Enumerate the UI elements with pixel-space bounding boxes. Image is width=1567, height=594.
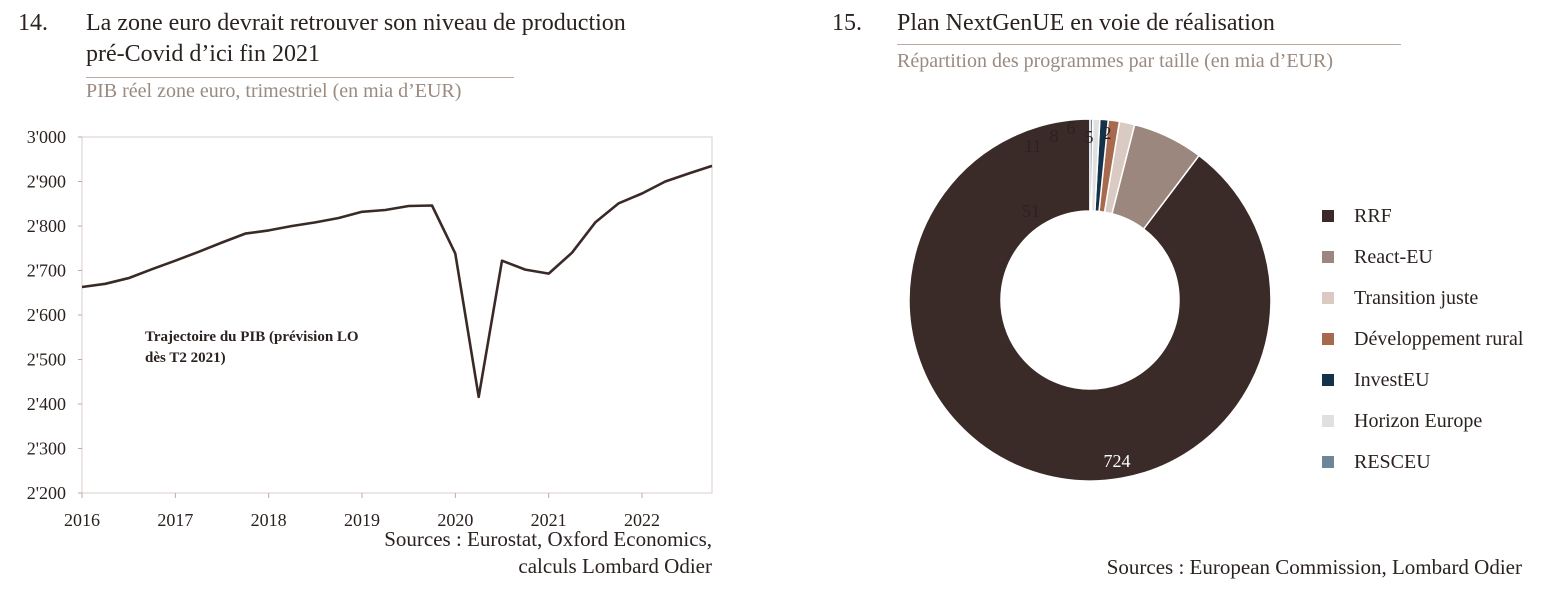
left-source: Sources : Eurostat, Oxford Economics, ca…: [300, 526, 712, 580]
legend-label: InvestEU: [1354, 369, 1430, 391]
line-chart: 2'200 2'300 2'400 2'500 2'600 2'700 2'800 2'900…: [27, 127, 713, 530]
donut-slice: [1089, 118, 1094, 212]
chart-annotation-line1: Trajectoire du PIB (prévision LO: [145, 329, 359, 345]
y-tick-label: 2'300: [27, 439, 66, 459]
donut-value-label: 6: [1067, 118, 1076, 138]
legend-label: Transition juste: [1354, 287, 1479, 309]
legend-swatch: [1322, 374, 1334, 386]
legend-swatch: [1322, 251, 1334, 263]
left-source-line1: Sources : Eurostat, Oxford Economics,: [384, 527, 712, 551]
x-tick-label: 2019: [344, 510, 380, 530]
y-tick-label: 2'700: [27, 261, 66, 281]
legend-swatch: [1322, 210, 1334, 222]
y-tick-label: 2'500: [27, 350, 66, 370]
donut-value-label: 11: [1024, 136, 1041, 156]
x-tick-label: 2016: [64, 510, 100, 530]
left-chart-subtitle: PIB réel zone euro, trimestriel (en mia …: [86, 80, 462, 102]
y-tick-label: 2'600: [27, 305, 66, 325]
y-tick-label: 3'000: [27, 127, 66, 147]
right-chart-number: 15.: [832, 10, 862, 36]
legend-label: React-EU: [1354, 246, 1433, 268]
gdp-series-line: [81, 164, 713, 399]
x-tick-label: 2022: [624, 510, 660, 530]
y-tick-label: 2'400: [27, 394, 66, 414]
y-tick-label: 2'800: [27, 216, 66, 236]
y-tick-label: 2'200: [27, 483, 66, 503]
left-source-line2: calculs Lombard Odier: [518, 554, 712, 578]
legend-swatch: [1322, 456, 1334, 468]
right-title-rule: [897, 44, 1401, 45]
donut-value-label: 5: [1085, 127, 1094, 147]
legend-swatch: [1322, 292, 1334, 304]
donut-slice: [908, 118, 1272, 482]
left-chart-number: 14.: [18, 10, 48, 36]
legend-label: Développement rural: [1354, 328, 1524, 350]
donut-legend: RRF React-EU Transition juste Développement…: [1322, 204, 1562, 484]
donut-chart: 724 51 11 8 6 5 2: [908, 118, 1272, 482]
chart-annotation-line2: dès T2 2021): [145, 350, 226, 366]
x-tick-label: 2020: [437, 510, 473, 530]
legend-label: RESCEU: [1354, 451, 1431, 473]
legend-swatch: [1322, 333, 1334, 345]
legend-swatch: [1322, 415, 1334, 427]
donut-value-label: 51: [1022, 201, 1040, 221]
donut-value-label: 2: [1103, 123, 1112, 143]
right-chart-title: Plan NextGenUE en voie de réalisation: [897, 10, 1275, 36]
x-tick-label: 2017: [157, 510, 193, 530]
left-chart-title-line2: pré-Covid d’ici fin 2021: [86, 41, 320, 67]
donut-value-label: 8: [1050, 126, 1059, 146]
x-tick-label: 2021: [531, 510, 567, 530]
legend-label: Horizon Europe: [1354, 410, 1483, 432]
y-tick-label: 2'900: [27, 172, 66, 192]
x-tick-label: 2018: [251, 510, 287, 530]
legend-label: RRF: [1354, 205, 1392, 227]
donut-value-label: 724: [1104, 451, 1131, 471]
left-title-rule: [86, 77, 514, 78]
left-chart-title-line1: La zone euro devrait retrouver son nivea…: [86, 10, 626, 36]
plot-area-frame: [81, 136, 713, 494]
right-source: Sources : European Commission, Lombard O…: [1106, 555, 1522, 579]
right-chart-subtitle: Répartition des programmes par taille (e…: [897, 50, 1333, 72]
